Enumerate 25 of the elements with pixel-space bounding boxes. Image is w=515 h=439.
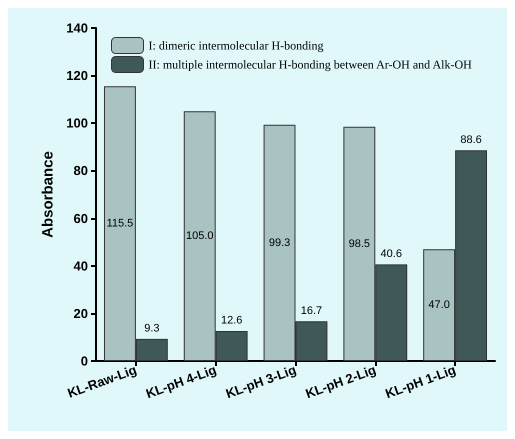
legend-label: I: dimeric intermolecular H-bonding bbox=[148, 38, 324, 52]
y-tick-label: 80 bbox=[74, 163, 88, 178]
y-tick-label: 40 bbox=[74, 258, 88, 274]
data-label: 105.0 bbox=[186, 230, 214, 242]
data-label: 16.7 bbox=[300, 304, 322, 317]
x-tick-label: KL-pH 1-Lig bbox=[383, 362, 458, 402]
y-tick-label: 20 bbox=[74, 306, 88, 321]
data-label: 98.5 bbox=[348, 238, 370, 250]
y-tick-label: 0 bbox=[80, 354, 88, 368]
y-tick-label: 100 bbox=[66, 116, 88, 131]
data-label: 12.6 bbox=[220, 314, 242, 327]
y-tick-label: 140 bbox=[66, 20, 88, 36]
data-label: 9.3 bbox=[144, 322, 160, 334]
y-tick-label: 120 bbox=[66, 68, 88, 84]
legend-label: II: multiple intermolecular H-bonding between Ar-OH and Alk-OH bbox=[148, 58, 472, 72]
x-tick-label: KL-pH 4-Lig bbox=[144, 362, 218, 402]
y-tick-label: 60 bbox=[74, 210, 88, 226]
data-label: 115.5 bbox=[106, 218, 134, 230]
y-axis-title: Absorbance bbox=[39, 151, 56, 238]
data-label: 40.6 bbox=[380, 248, 402, 260]
x-tick-label: KL-pH 2-Lig bbox=[304, 362, 378, 402]
data-label: 88.6 bbox=[460, 134, 482, 146]
data-label: 99.3 bbox=[268, 236, 290, 249]
data-label: 47.0 bbox=[428, 299, 450, 312]
x-tick-label: KL-pH 3-Lig bbox=[224, 362, 298, 402]
